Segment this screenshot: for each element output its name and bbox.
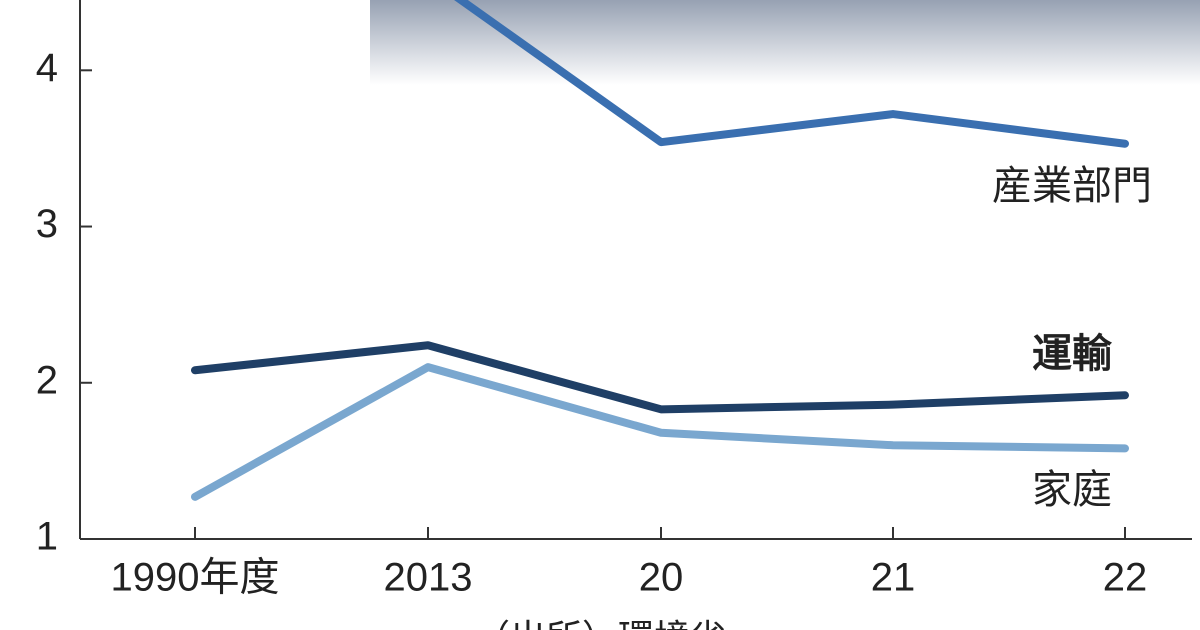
- x-tick-label: 1990年度: [111, 556, 280, 600]
- series-label: 運輸: [1032, 331, 1113, 377]
- series-label: 産業部門: [992, 163, 1152, 209]
- series-line: [191, 363, 1129, 501]
- series-line: [454, 0, 1129, 148]
- y-tick-label: 2: [36, 358, 58, 402]
- x-tick-label: 2013: [384, 556, 473, 600]
- y-tick-label: 3: [36, 202, 58, 246]
- y-tick-label: 4: [36, 46, 58, 90]
- series-line: [191, 341, 1129, 414]
- source: （出所）環境省: [474, 618, 726, 630]
- plot-area: [191, 0, 1129, 501]
- x-tick-label: 20: [639, 556, 684, 600]
- background-photo: [370, 0, 1200, 85]
- y-tick-label: 1: [36, 515, 58, 559]
- series-label: 家庭: [1032, 467, 1112, 513]
- x-tick-label: 22: [1103, 556, 1148, 600]
- x-tick-label: 21: [871, 556, 916, 600]
